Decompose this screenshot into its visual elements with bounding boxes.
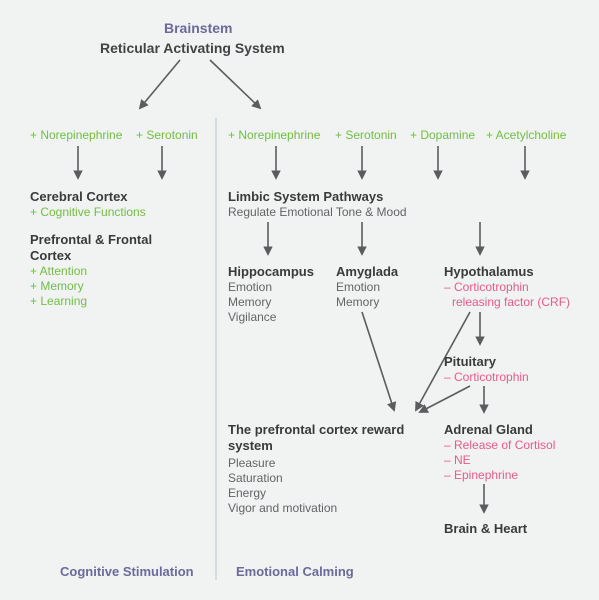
node-hippo_2: Memory [228, 295, 271, 309]
node-adrenal: Adrenal Gland [444, 422, 533, 437]
arrow-14 [420, 386, 470, 412]
node-reward_v: Vigor and motivation [228, 501, 337, 515]
arrow-1 [210, 60, 260, 108]
node-amyg_2: Memory [336, 295, 379, 309]
node-sec_right: Emotional Calming [236, 564, 354, 579]
node-hippo_3: Vigilance [228, 310, 276, 324]
node-nt_right_ach: + Acetylcholine [486, 128, 566, 142]
node-adrenal_1: – Release of Cortisol [444, 438, 555, 452]
node-pf_lrn: + Learning [30, 294, 87, 308]
node-pit_1: – Corticotrophin [444, 370, 529, 384]
node-pf_cortex2: Cortex [30, 248, 71, 263]
node-brainstem: Brainstem [164, 20, 232, 36]
node-limbic_sub: Regulate Emotional Tone & Mood [228, 205, 407, 219]
node-amyg: Amyglada [336, 264, 398, 279]
node-sec_left: Cognitive Stimulation [60, 564, 194, 579]
node-hippo_1: Emotion [228, 280, 272, 294]
node-hypo: Hypothalamus [444, 264, 534, 279]
node-reward2: system [228, 438, 273, 453]
node-pit: Pituitary [444, 354, 496, 369]
node-nt_right_ne: + Norepinephrine [228, 128, 320, 142]
node-limbic: Limbic System Pathways [228, 189, 383, 204]
node-amyg_1: Emotion [336, 280, 380, 294]
node-adrenal_3: – Epinephrine [444, 468, 518, 482]
node-hypo_2: releasing factor (CRF) [452, 295, 570, 309]
arrow-0 [140, 60, 180, 108]
node-pf_att: + Attention [30, 264, 87, 278]
node-brainheart: Brain & Heart [444, 521, 527, 536]
node-pf_cortex1: Prefrontal & Frontal [30, 232, 152, 247]
node-reward1: The prefrontal cortex reward [228, 422, 404, 437]
node-reward_p: Pleasure [228, 456, 275, 470]
node-adrenal_2: – NE [444, 453, 471, 467]
node-hippo: Hippocampus [228, 264, 314, 279]
node-nt_left_ne: + Norepinephrine [30, 128, 122, 142]
node-nt_left_se: + Serotonin [136, 128, 198, 142]
node-nt_right_da: + Dopamine [410, 128, 475, 142]
node-hypo_1: – Corticotrophin [444, 280, 529, 294]
node-cer_cortex: Cerebral Cortex [30, 189, 128, 204]
node-reward_e: Energy [228, 486, 266, 500]
node-reward_s: Saturation [228, 471, 283, 485]
arrow-13 [362, 312, 394, 410]
node-cog_fn: + Cognitive Functions [30, 205, 146, 219]
node-nt_right_se: + Serotonin [335, 128, 397, 142]
node-ras: Reticular Activating System [100, 40, 285, 56]
node-pf_mem: + Memory [30, 279, 84, 293]
